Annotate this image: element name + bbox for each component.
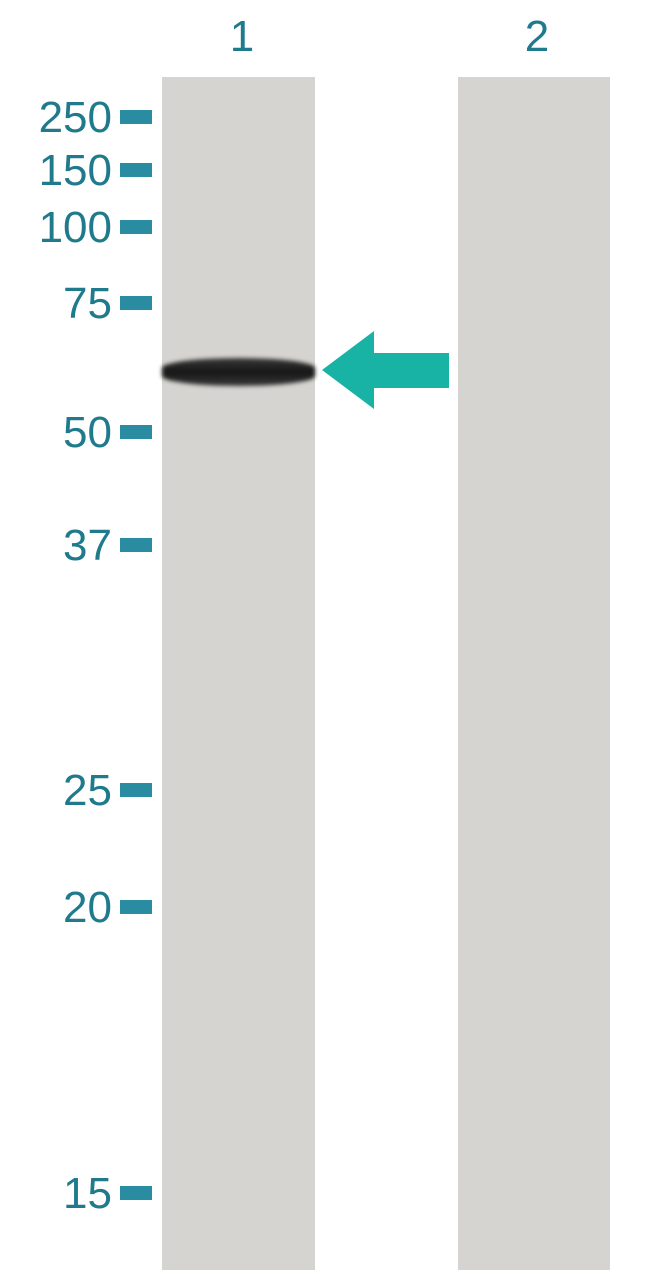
lane-header-1-label: 1 xyxy=(230,12,254,61)
mw-tick-250 xyxy=(120,110,152,124)
mw-tick-20 xyxy=(120,900,152,914)
mw-tick-15 xyxy=(120,1186,152,1200)
protein-band xyxy=(162,358,315,386)
lane-2 xyxy=(458,77,610,1270)
lane-1 xyxy=(162,77,315,1270)
mw-label-100: 100 xyxy=(0,203,112,253)
mw-tick-37 xyxy=(120,538,152,552)
mw-label-25: 25 xyxy=(0,766,112,816)
mw-label-250: 250 xyxy=(0,93,112,143)
mw-tick-50 xyxy=(120,425,152,439)
lane-header-2: 2 xyxy=(522,12,552,62)
mw-tick-150 xyxy=(120,163,152,177)
mw-label-20: 20 xyxy=(0,883,112,933)
arrow-shaft xyxy=(374,353,449,388)
mw-label-37: 37 xyxy=(0,521,112,571)
mw-tick-75 xyxy=(120,296,152,310)
arrow-head-icon xyxy=(322,331,374,409)
lane-header-2-label: 2 xyxy=(525,12,549,61)
mw-label-150: 150 xyxy=(0,146,112,196)
mw-tick-25 xyxy=(120,783,152,797)
mw-label-75: 75 xyxy=(0,279,112,329)
mw-tick-100 xyxy=(120,220,152,234)
mw-label-15: 15 xyxy=(0,1169,112,1219)
lane-header-1: 1 xyxy=(227,12,257,62)
mw-label-50: 50 xyxy=(0,408,112,458)
blot-figure: 1 2 250150 100 75 50 37 25 20 15 xyxy=(0,0,650,1270)
band-indicator-arrow xyxy=(322,331,449,409)
